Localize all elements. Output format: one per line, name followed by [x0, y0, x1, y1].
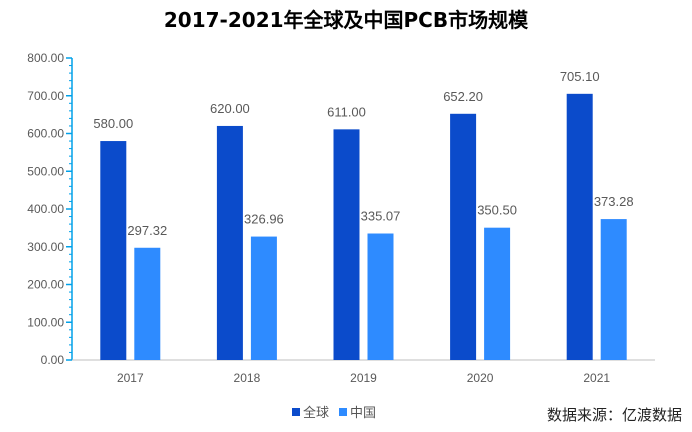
y-tick-label: 600.00	[27, 127, 64, 141]
bar-global	[100, 141, 127, 360]
y-tick-label: 500.00	[27, 164, 64, 178]
bar-china	[367, 233, 394, 360]
legend-swatch-global	[292, 407, 300, 416]
x-axis: 2017 2018 2019 2020 2021	[72, 359, 655, 385]
bar-china	[600, 219, 627, 360]
legend-item-global: 全球	[292, 402, 329, 421]
y-tick-label: 0.00	[41, 353, 65, 367]
legend-label-china: 中国	[350, 406, 377, 421]
bars	[100, 93, 627, 361]
data-label: 335.07	[361, 209, 401, 224]
legend-label-global: 全球	[303, 406, 330, 421]
y-tick-label: 700.00	[27, 89, 64, 103]
x-tick-label: 2020	[467, 371, 494, 385]
bar-china	[250, 236, 277, 360]
bar-global	[450, 113, 477, 361]
data-label: 350.50	[477, 203, 517, 218]
data-labels: 580.00 297.32 620.00 326.96 611.00 335.07 652.…	[93, 69, 633, 238]
data-label: 620.00	[210, 101, 250, 116]
y-tick-label: 100.00	[27, 315, 64, 329]
x-tick-label: 2017	[117, 371, 144, 385]
data-label: 580.00	[93, 116, 133, 131]
data-label: 326.96	[244, 212, 284, 227]
y-tick-label: 800.00	[27, 51, 64, 65]
bar-china	[134, 247, 161, 360]
legend: 全球 中国	[292, 402, 376, 421]
x-tick-label: 2021	[583, 371, 610, 385]
y-tick-label: 300.00	[27, 240, 64, 254]
data-label: 297.32	[127, 223, 167, 238]
source-note: 数据来源：亿渡数据	[546, 406, 682, 424]
y-tick-label: 400.00	[27, 202, 64, 216]
data-label: 611.00	[327, 104, 366, 119]
x-tick-label: 2019	[350, 371, 377, 385]
legend-swatch-china	[339, 407, 348, 416]
data-label: 373.28	[594, 194, 634, 209]
bar-global	[566, 93, 593, 360]
y-axis: 0.00 100.00 200.00 300.00 400.00 500.00 600.00…	[27, 51, 73, 367]
legend-item-china: 中国	[339, 402, 376, 421]
bar-china	[484, 227, 511, 360]
bar-global	[333, 129, 360, 360]
data-label: 652.20	[443, 89, 483, 104]
bar-global	[216, 125, 243, 360]
data-label: 705.10	[560, 69, 600, 84]
x-tick-label: 2018	[234, 371, 261, 385]
chart-title: 2017-2021年全球及中国PCB市场规模	[163, 8, 529, 32]
y-tick-label: 200.00	[27, 278, 64, 292]
